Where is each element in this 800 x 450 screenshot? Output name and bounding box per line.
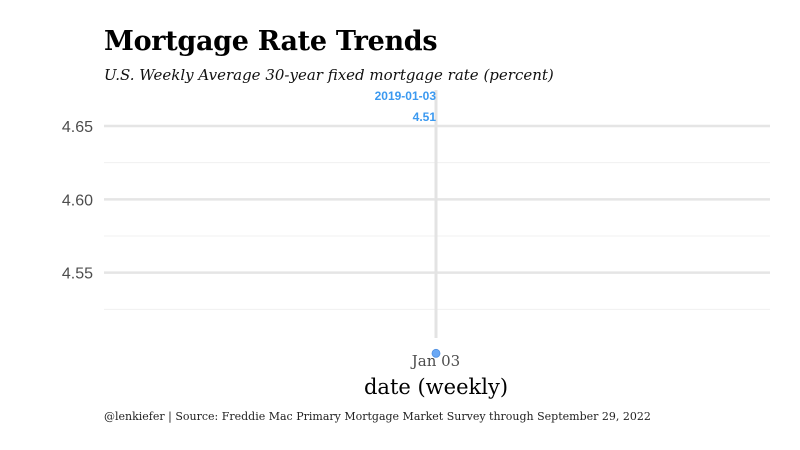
x-tick-label: Jan 03 (410, 352, 460, 370)
x-axis: date (weekly) Jan 03 (364, 352, 508, 399)
annotation-value: 4.51 (413, 110, 437, 124)
annotation-date: 2019-01-03 (375, 89, 437, 103)
chart-subtitle: U.S. Weekly Average 30-year fixed mortga… (104, 66, 554, 84)
data-point (431, 348, 441, 358)
y-tick-label: 4.55 (62, 266, 93, 283)
y-axis: 4.55 4.60 4.65 (62, 119, 93, 283)
source-caption: @lenkiefer | Source: Freddie Mac Primary… (104, 410, 651, 423)
y-tick-label: 4.65 (62, 119, 93, 136)
data-points (431, 348, 441, 358)
x-axis-title: date (weekly) (364, 375, 508, 399)
annotations: 2019-01-03 4.51 (375, 89, 437, 124)
chart-title: Mortgage Rate Trends (104, 26, 438, 57)
y-tick-label: 4.60 (62, 192, 93, 209)
